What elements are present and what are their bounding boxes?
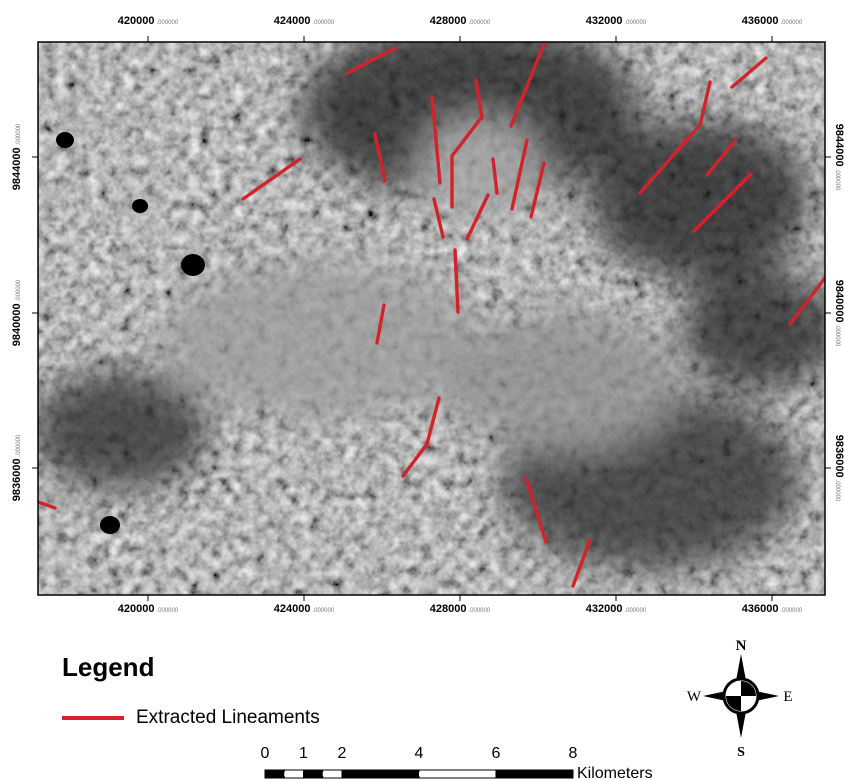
y-tick-label-left: 9844000.000000	[11, 123, 23, 190]
lineament-23	[524, 476, 548, 544]
x-tick-label-bottom: 424000.000000	[274, 603, 335, 615]
lineament-12	[510, 138, 529, 211]
lineament-4	[430, 95, 442, 185]
scale-bar-label: 8	[569, 745, 578, 762]
y-tick-label-right: 9844000.000000	[833, 124, 844, 191]
north-arrow-label-n: N	[736, 638, 747, 654]
y-tick-label-right: 9836000.000000	[833, 435, 844, 502]
scale-bar-label: 0	[261, 745, 270, 762]
lineament-17	[705, 139, 737, 177]
x-tick-label-top: 432000.000000	[586, 15, 647, 27]
scale-bar: 0 1 2 4 6 8 Kilometers	[261, 745, 653, 780]
y-tick-decimals: .000000	[834, 169, 840, 191]
satellite-image	[38, 42, 825, 595]
lineament-20	[375, 303, 386, 345]
lineament-21	[425, 396, 441, 446]
x-tick-decimals: .000000	[625, 20, 647, 26]
lineament-24	[571, 538, 592, 588]
scale-bar-segment	[264, 769, 285, 779]
lineament-25	[788, 276, 825, 326]
x-tick-decimals: .000000	[781, 608, 803, 614]
x-tick-label-top: 428000.000000	[430, 15, 491, 27]
north-arrow-label-s: S	[737, 745, 745, 760]
x-tick-label-bottom: 436000.000000	[742, 603, 803, 615]
north-arrow-label-e: E	[783, 689, 792, 705]
x-tick-label-top: 436000.000000	[742, 15, 803, 27]
y-tick-decimals: .000000	[834, 325, 840, 347]
lineament-6	[474, 78, 484, 120]
legend-label: Extracted Lineaments	[136, 707, 320, 728]
lineament-10	[491, 157, 499, 195]
x-tick-label-bottom: 420000.000000	[118, 603, 179, 615]
lineament-5	[432, 197, 445, 239]
scale-bar-label: 4	[415, 745, 424, 762]
x-tick-decimals: .000000	[625, 608, 647, 614]
scale-bar-inner	[284, 772, 304, 776]
lineament-9	[465, 193, 490, 241]
x-tick-decimals: .000000	[313, 608, 335, 614]
y-tick-decimals: .000000	[16, 123, 22, 145]
scale-bar-unit: Kilometers	[577, 765, 653, 780]
x-tick-decimals: .000000	[469, 608, 491, 614]
lineament-3	[373, 132, 387, 183]
y-tick-decimals: .000000	[16, 434, 22, 456]
x-tick-decimals: .000000	[157, 608, 179, 614]
map-frame	[37, 41, 826, 596]
x-tick-decimals: .000000	[469, 20, 491, 26]
legend-item: Extracted Lineaments	[62, 707, 320, 729]
legend-title: Legend	[62, 652, 155, 682]
lineament-14	[638, 123, 702, 195]
x-tick-label-bottom: 432000.000000	[586, 603, 647, 615]
y-tick-label-left: 9840000.000000	[11, 279, 23, 346]
x-tick-label-top: 424000.000000	[274, 15, 335, 27]
x-tick-decimals: .000000	[313, 20, 335, 26]
lineament-26	[38, 500, 57, 510]
scale-bar-segment	[303, 769, 324, 779]
lineament-8	[450, 116, 483, 158]
lineament-2	[241, 157, 302, 201]
lineament-16	[730, 56, 768, 89]
scale-bar-segment	[495, 769, 574, 779]
scale-bar-inner	[419, 772, 496, 776]
scale-bar-inner	[322, 772, 342, 776]
lineament-18	[692, 172, 753, 233]
x-tick-decimals: .000000	[157, 20, 179, 26]
north-arrow: N S E W	[687, 638, 793, 760]
y-tick-label-left: 9836000.000000	[11, 434, 23, 501]
lineament-15	[698, 80, 712, 127]
north-arrow-quadrants	[726, 681, 756, 711]
x-tick-label-bottom: 428000.000000	[430, 603, 491, 615]
scale-bar-label: 6	[492, 745, 501, 762]
y-tick-label-right: 9840000.000000	[833, 280, 844, 347]
scale-bar-label: 2	[338, 745, 347, 762]
lineament-22	[401, 442, 429, 478]
north-arrow-label-w: W	[687, 689, 702, 705]
x-tick-decimals: .000000	[781, 20, 803, 26]
scale-bar-segment	[341, 769, 420, 779]
scale-bar-label: 1	[299, 745, 308, 762]
lineament-13	[529, 161, 546, 219]
legend-swatch-lineament	[62, 716, 124, 720]
lineament-11	[509, 42, 546, 128]
lineament-19	[453, 248, 460, 314]
lineament-layer	[38, 42, 825, 588]
y-tick-decimals: .000000	[16, 279, 22, 301]
y-tick-decimals: .000000	[834, 480, 840, 502]
x-tick-label-top: 420000.000000	[118, 15, 179, 27]
lineament-1	[346, 46, 397, 75]
